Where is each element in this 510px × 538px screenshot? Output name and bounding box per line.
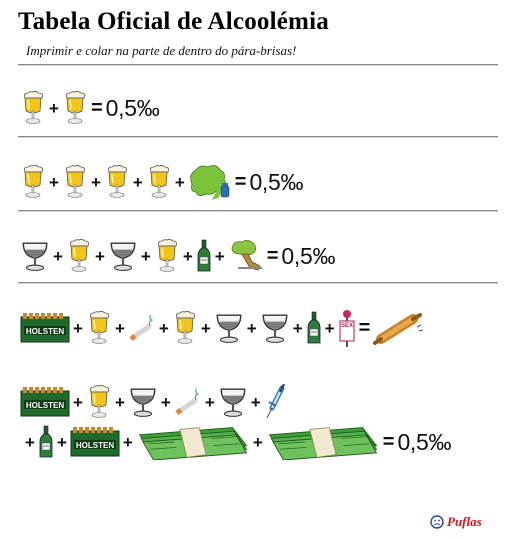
wine-glass-icon: [128, 386, 158, 418]
beer-mug-icon: [172, 311, 198, 345]
equation-row-4: HOLSTEN + + + + + + + SEX =: [20, 306, 425, 350]
sex-sign-label: SEX: [341, 323, 353, 329]
equals-sign: =: [90, 97, 103, 119]
plus-sign: +: [246, 318, 257, 338]
equals-sign: =: [358, 317, 371, 339]
result-value: 0,5‰: [249, 168, 304, 195]
beer-mug-icon: [146, 165, 172, 199]
plus-sign: +: [132, 172, 143, 192]
wine-glass-icon: [260, 312, 290, 344]
divider: [18, 282, 498, 284]
plus-sign: +: [182, 246, 193, 266]
equation-row-5-continued: + + HOLSTEN + + = 0,5‰: [22, 420, 452, 464]
plus-sign: +: [73, 318, 83, 338]
syringe-icon: [266, 384, 285, 419]
cigarette-icon: [175, 388, 199, 415]
equals-sign: =: [382, 431, 395, 453]
plus-sign: +: [204, 392, 215, 412]
plus-sign: +: [49, 98, 59, 118]
equation-row-3: + + + + + = 0,5‰: [20, 234, 335, 278]
beer-crate-icon: HOLSTEN: [70, 427, 120, 457]
plus-sign: +: [140, 246, 151, 266]
money-stack-icon: [136, 424, 250, 460]
crate-label: HOLSTEN: [76, 441, 114, 450]
plus-sign: +: [200, 318, 211, 338]
beer-crate-icon: HOLSTEN: [20, 387, 70, 417]
plus-sign: +: [90, 172, 101, 192]
wine-glass-icon: [218, 386, 248, 418]
money-stack-icon: [266, 424, 380, 460]
vomiting-person-icon: [190, 165, 230, 200]
wine-bottle-icon: [38, 425, 54, 459]
beer-crate-icon: HOLSTEN: [20, 313, 70, 343]
divider: [18, 64, 498, 66]
equation-row-1: + = 0,5‰: [20, 86, 160, 130]
result-value: 0,5‰: [105, 94, 160, 121]
plus-sign: +: [114, 318, 125, 338]
equals-sign: =: [234, 171, 247, 193]
beer-mug-icon: [86, 311, 112, 345]
brand-name: Puflas: [447, 514, 482, 529]
beer-mug-icon: [62, 91, 88, 125]
plus-sign: +: [56, 432, 67, 452]
page-subtitle: Imprimir e colar na parte de dentro do p…: [26, 43, 297, 58]
equation-row-2: + + + + = 0,5‰: [20, 160, 304, 204]
beer-mug-icon: [62, 165, 88, 199]
beer-mug-icon: [20, 91, 46, 125]
passed-out-person-icon: [231, 240, 262, 271]
beer-mug-icon: [86, 385, 112, 419]
divider: [18, 136, 498, 138]
beer-mug-icon: [104, 165, 130, 199]
sex-sign-icon: SEX: [339, 310, 355, 347]
wine-glass-icon: [214, 312, 244, 344]
plus-sign: +: [292, 318, 303, 338]
plus-sign: +: [94, 246, 105, 266]
beer-mug-icon: [66, 239, 92, 273]
crate-label: HOLSTEN: [26, 327, 64, 336]
sad-face-icon: [430, 515, 444, 529]
beer-mug-icon: [154, 239, 180, 273]
beer-mug-icon: [20, 165, 46, 199]
plus-sign: +: [25, 432, 35, 452]
equation-row-5: HOLSTEN + + + + +: [20, 380, 288, 424]
divider: [18, 210, 498, 212]
page-title: Tabela Oficial de Alcoolémia: [18, 8, 329, 35]
plus-sign: +: [214, 246, 225, 266]
wine-glass-icon: [108, 240, 138, 272]
result-value: 0,5‰: [281, 242, 336, 269]
plus-sign: +: [324, 318, 335, 338]
plus-sign: +: [158, 318, 169, 338]
brand-logo: Puflas: [430, 514, 482, 530]
wine-glass-icon: [20, 240, 50, 272]
plus-sign: +: [49, 172, 59, 192]
result-value: 0,5‰: [397, 428, 452, 455]
plus-sign: +: [174, 172, 185, 192]
wine-bottle-icon: [306, 311, 322, 345]
equals-sign: =: [266, 245, 279, 267]
plus-sign: +: [160, 392, 171, 412]
plus-sign: +: [250, 392, 261, 412]
crate-label: HOLSTEN: [26, 401, 64, 410]
rolling-pin-icon: [373, 313, 424, 345]
plus-sign: +: [122, 432, 133, 452]
plus-sign: +: [53, 246, 63, 266]
plus-sign: +: [252, 432, 263, 452]
plus-sign: +: [73, 392, 83, 412]
cigarette-icon: [129, 314, 153, 341]
wine-bottle-icon: [196, 239, 212, 273]
plus-sign: +: [114, 392, 125, 412]
